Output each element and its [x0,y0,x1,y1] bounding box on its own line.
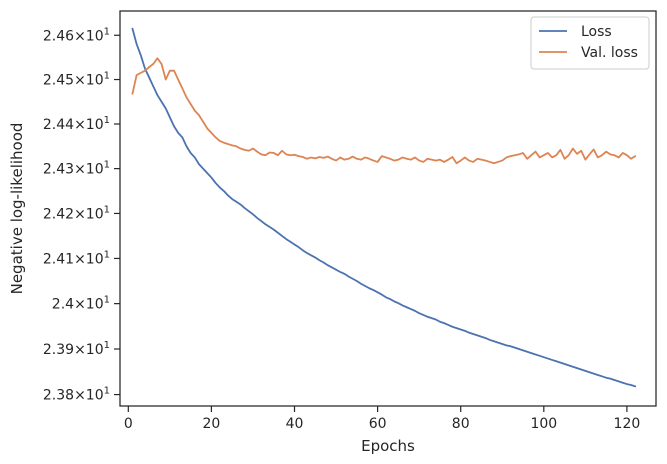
y-tick-exponent: 1 [104,249,110,260]
y-tick-multiply: × [74,388,86,404]
y-tick-label: 2.46×101 [43,26,110,44]
y-tick-multiply: × [74,342,86,358]
y-tick-base: 10 [86,206,104,222]
y-tick-mantissa: 2.45 [43,73,74,89]
x-tick-label: 100 [530,416,557,432]
x-tick-label: 0 [124,416,133,432]
y-tick-base: 10 [86,342,104,358]
x-tick-label: 40 [286,416,304,432]
y-tick-multiply: × [74,251,86,267]
y-tick-label: 2.45×101 [43,71,110,89]
y-axis-label: Negative log-likelihood [8,123,26,295]
y-tick-base: 10 [86,117,104,133]
x-tick-label: 120 [614,416,641,432]
x-tick-label: 20 [202,416,220,432]
y-tick-exponent: 1 [104,295,110,306]
legend: Loss Val. loss [530,16,650,70]
y-tick-mantissa: 2.39 [43,342,74,358]
y-tick-mantissa: 2.44 [43,117,74,133]
y-tick-exponent: 1 [104,204,110,215]
x-axis-label: Epochs [361,437,415,455]
y-axis-ticks: 2.38×1012.39×1012.4×1012.41×1012.42×1012… [43,26,120,404]
plot-lines [131,27,637,388]
legend-label: Val. loss [581,45,638,61]
legend-box [530,16,650,70]
x-tick-label: 60 [369,416,387,432]
y-tick-base: 10 [86,388,104,404]
y-tick-mantissa: 2.46 [43,28,74,44]
y-tick-base: 10 [86,73,104,89]
y-tick-mantissa: 2.43 [43,162,74,178]
y-tick-mantissa: 2.42 [43,206,74,222]
y-tick-exponent: 1 [104,115,110,126]
y-tick-multiply: × [74,297,86,313]
y-tick-base: 10 [86,162,104,178]
y-tick-multiply: × [74,73,86,89]
series-line-loss [131,27,637,388]
y-tick-base: 10 [86,251,104,267]
y-tick-exponent: 1 [104,160,110,171]
y-tick-base: 10 [86,297,104,313]
series-line-val-loss [131,57,637,165]
y-tick-label: 2.44×101 [43,115,110,133]
y-tick-multiply: × [74,117,86,133]
y-tick-label: 2.42×101 [43,204,110,222]
y-tick-multiply: × [74,28,86,44]
y-tick-exponent: 1 [104,340,110,351]
y-tick-label: 2.43×101 [43,160,110,178]
y-tick-base: 10 [86,28,104,44]
y-tick-label: 2.41×101 [43,249,110,267]
y-tick-label: 2.4×101 [52,295,110,313]
y-tick-mantissa: 2.41 [43,251,74,267]
y-tick-label: 2.38×101 [43,386,110,404]
plot-area-frame [119,10,657,407]
y-tick-mantissa: 2.38 [43,388,74,404]
y-tick-exponent: 1 [104,26,110,37]
y-tick-exponent: 1 [104,386,110,397]
x-axis-ticks: 0 20 40 60 80 100 120 [124,406,640,432]
y-tick-exponent: 1 [104,71,110,82]
legend-label: Loss [581,24,612,40]
y-tick-mantissa: 2.4 [52,297,74,313]
y-tick-multiply: × [74,162,86,178]
y-tick-label: 2.39×101 [43,340,110,358]
y-tick-multiply: × [74,206,86,222]
x-tick-label: 80 [452,416,470,432]
